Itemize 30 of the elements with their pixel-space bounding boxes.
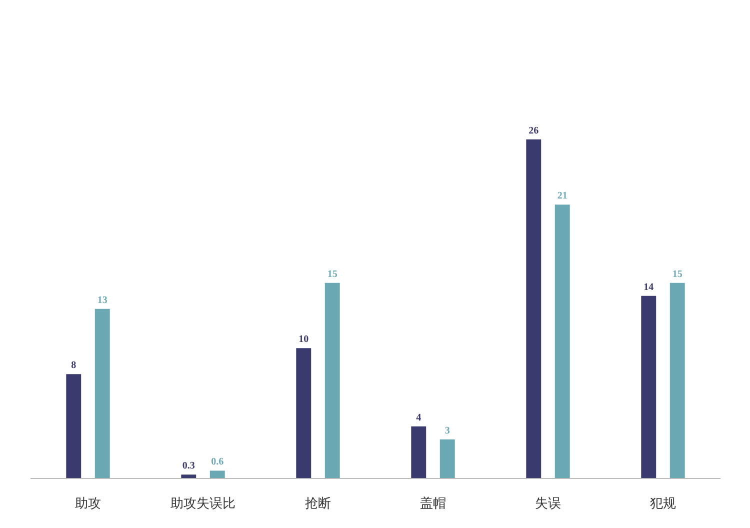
- bar: [296, 348, 312, 478]
- x-tick-label: 失误: [535, 496, 561, 512]
- bar: [670, 282, 685, 478]
- bar: [181, 474, 196, 478]
- x-tick-label: 盖帽: [420, 496, 446, 512]
- data-label: 0.3: [182, 460, 195, 472]
- data-label: 14: [644, 282, 654, 293]
- bar: [641, 296, 656, 478]
- data-label: 10: [298, 334, 309, 346]
- x-tick-label: 助攻: [75, 496, 101, 512]
- data-label: 0.6: [211, 456, 224, 468]
- data-label: 13: [97, 294, 108, 306]
- bar: [210, 470, 225, 478]
- data-label: 15: [327, 268, 338, 280]
- data-label: 26: [528, 125, 539, 136]
- x-tick-label: 抢断: [305, 496, 331, 512]
- bar: [66, 374, 82, 478]
- data-label: 8: [71, 360, 76, 372]
- x-tick-label: 犯规: [650, 496, 676, 512]
- data-label: 3: [444, 425, 450, 436]
- bar: [94, 308, 110, 478]
- bar: [554, 204, 570, 478]
- bar: [411, 426, 426, 478]
- data-label: 21: [557, 190, 568, 202]
- bar: [526, 139, 542, 478]
- data-label: 4: [416, 412, 422, 424]
- data-label: 15: [672, 268, 682, 280]
- x-tick-label: 助攻失误比: [170, 496, 236, 512]
- bar: [440, 439, 455, 478]
- bar: [324, 282, 340, 478]
